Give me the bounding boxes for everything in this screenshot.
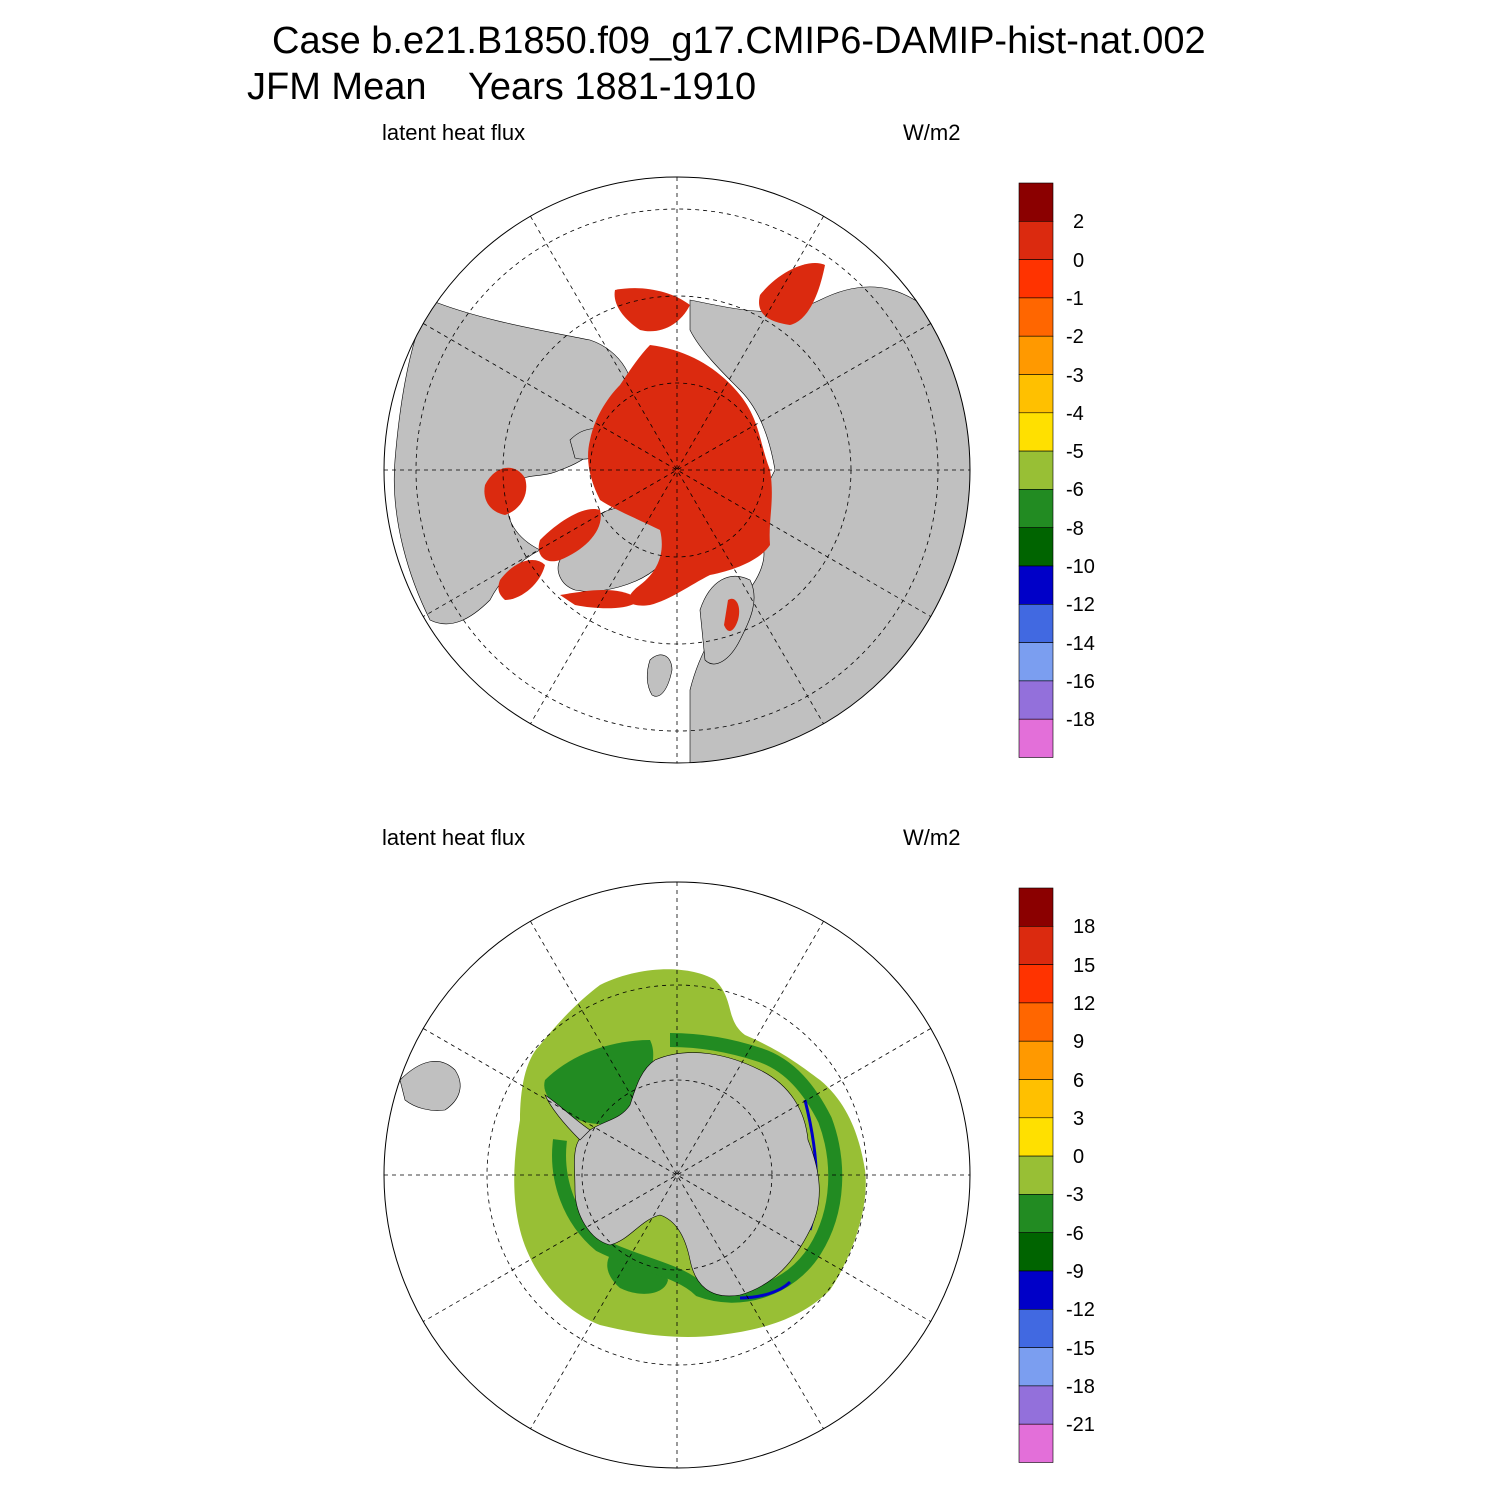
colorbar-cell [1018, 964, 1054, 1004]
figure-title-line-1: Case b.e21.B1850.f09_g17.CMIP6-DAMIP-his… [272, 20, 1206, 62]
colorbar-cell [1018, 565, 1054, 605]
colorbar-cell [1018, 1002, 1054, 1042]
south-field-weddell-band [544, 1040, 654, 1125]
colorbar-tick-label: -3 [1066, 364, 1084, 387]
colorbar-tick-label: 6 [1073, 1069, 1085, 1092]
colorbar-cell [1018, 1423, 1054, 1463]
colorbar-tick-label: -8 [1066, 517, 1084, 540]
colorbar-cell [1018, 1309, 1054, 1348]
colorbar-panel-2 [1018, 887, 1054, 1463]
colorbar-cell [1018, 1232, 1054, 1272]
colorbar-tick-label: -12 [1066, 1299, 1095, 1322]
colorbar-cell [1018, 680, 1054, 720]
colorbar-tick-label: -6 [1066, 1222, 1084, 1245]
panel-2-variable-label: latent heat flux [382, 825, 526, 850]
colorbar-tick-label: -15 [1066, 1337, 1095, 1360]
south-field-coastal-ring [552, 1033, 843, 1303]
colorbar-cell [1018, 1347, 1054, 1387]
colorbar-tick-label: -14 [1066, 632, 1095, 655]
figure-title-line-2: JFM Mean Years 1881-1910 [247, 66, 757, 108]
south-graticule [384, 882, 970, 1468]
colorbar-cell [1018, 335, 1054, 375]
colorbar-cell [1018, 412, 1054, 452]
north-field-bering [614, 288, 690, 332]
colorbar-tick-label: 3 [1073, 1107, 1085, 1130]
south-map-border [383, 881, 971, 1469]
colorbar-tick-label: 12 [1073, 992, 1096, 1015]
colorbar-cell [1018, 1270, 1054, 1310]
colorbar-tick-label: -18 [1066, 709, 1095, 732]
panel-1-variable-label: latent heat flux [382, 120, 526, 145]
colorbar-tick-label: 0 [1073, 1146, 1085, 1169]
colorbar-cell [1018, 221, 1054, 260]
colorbar-tick-label: 18 [1073, 916, 1096, 939]
south-polar-map [383, 881, 971, 1469]
panel-1-units-label: W/m2 [903, 120, 961, 145]
north-field-okhotsk [759, 263, 825, 325]
south-land-peninsula [544, 1094, 591, 1141]
north-graticule [384, 177, 970, 763]
north-field-greenland-sea [560, 590, 640, 609]
colorbar-cell [1018, 374, 1054, 414]
colorbar-cell [1018, 1079, 1054, 1119]
colorbar-tick-label: -16 [1066, 670, 1095, 693]
north-polar-map [383, 176, 971, 764]
colorbar-tick-label: -9 [1066, 1261, 1084, 1283]
colorbar-tick-label: -10 [1066, 556, 1095, 578]
north-map-border [383, 176, 971, 764]
colorbar-tick-label: -2 [1066, 326, 1084, 349]
south-land-south-america [399, 1061, 461, 1111]
colorbar-cell [1018, 527, 1054, 567]
colorbar-tick-label: -6 [1066, 479, 1084, 502]
colorbar-panel-1 [1018, 182, 1054, 758]
colorbar-tick-label: -18 [1066, 1375, 1095, 1398]
colorbar-cell [1018, 297, 1054, 337]
colorbar-cell [1018, 1040, 1054, 1080]
colorbar-cell [1018, 887, 1054, 927]
colorbar-tick-label: -3 [1066, 1184, 1084, 1207]
north-field-baffin [538, 509, 601, 562]
colorbar-tick-label: -1 [1066, 287, 1084, 310]
north-land-britain [646, 654, 673, 697]
north-field-baltic [724, 598, 740, 632]
colorbar-cell [1018, 1155, 1054, 1195]
colorbar-tick-label: -4 [1066, 402, 1084, 425]
colorbar-tick-label: -21 [1066, 1414, 1095, 1437]
colorbar-cell [1018, 182, 1054, 222]
colorbar-cell [1018, 489, 1054, 528]
colorbar-tick-label: -5 [1066, 441, 1084, 464]
colorbar-cell [1018, 718, 1054, 758]
colorbar-tick-label: 15 [1073, 954, 1096, 977]
colorbar-cell [1018, 450, 1054, 490]
north-field-hudson-bay [484, 467, 527, 515]
colorbar-tick-label: -12 [1066, 594, 1095, 617]
colorbar-tick-label: 0 [1073, 249, 1085, 272]
colorbar-cell [1018, 925, 1054, 965]
colorbar-tick-label: 9 [1073, 1031, 1085, 1054]
colorbar-cell [1018, 1117, 1054, 1157]
colorbar-cell [1018, 1385, 1054, 1425]
colorbar-tick-label: 2 [1073, 211, 1085, 234]
panel-2-units-label: W/m2 [903, 825, 961, 850]
colorbar-cell [1018, 603, 1054, 643]
north-field-labrador [498, 560, 545, 600]
colorbar-cell [1018, 259, 1054, 299]
colorbar-cell [1018, 1194, 1054, 1234]
colorbar-cell [1018, 642, 1054, 682]
north-land-north-america [393, 299, 633, 625]
